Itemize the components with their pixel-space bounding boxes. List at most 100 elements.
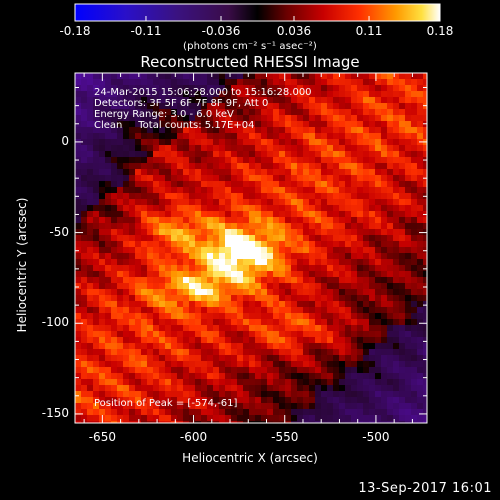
heatmap-cell <box>417 127 424 134</box>
heatmap-cell <box>207 163 214 170</box>
heatmap-cell <box>213 91 220 98</box>
heatmap-cell <box>255 397 262 404</box>
heatmap-cell <box>177 367 184 374</box>
heatmap-cell <box>327 265 334 272</box>
heatmap-cell <box>135 121 142 128</box>
heatmap-cell <box>75 187 82 194</box>
heatmap-cell <box>243 151 250 158</box>
heatmap-cell <box>261 301 268 308</box>
heatmap-cell <box>279 235 286 242</box>
heatmap-cell <box>255 211 262 218</box>
heatmap-cell <box>177 415 184 422</box>
heatmap-cell <box>381 265 388 272</box>
heatmap-cell <box>111 343 118 350</box>
x-tick-label: -600 <box>179 430 208 444</box>
heatmap-cell <box>357 307 364 314</box>
heatmap-cell <box>381 391 388 398</box>
heatmap-cell <box>225 403 232 410</box>
heatmap-cell <box>321 253 328 260</box>
heatmap-cell <box>111 247 118 254</box>
heatmap-cell <box>297 205 304 212</box>
heatmap-cell <box>273 151 280 158</box>
heatmap-cell <box>363 391 370 398</box>
heatmap-cell <box>399 391 406 398</box>
heatmap-cell <box>123 367 130 374</box>
heatmap-cell <box>345 289 352 296</box>
heatmap-cell <box>231 283 238 290</box>
heatmap-cell <box>117 289 124 296</box>
heatmap-cell <box>237 103 244 110</box>
heatmap-cell <box>279 187 286 194</box>
heatmap-cell <box>105 139 112 146</box>
heatmap-cell <box>75 271 82 278</box>
heatmap-cell <box>411 325 418 332</box>
heatmap-cell <box>393 205 400 212</box>
heatmap-cell <box>207 379 214 386</box>
heatmap-cell <box>357 409 364 416</box>
heatmap-cell <box>261 379 268 386</box>
heatmap-cell <box>165 127 172 134</box>
heatmap-cell <box>357 121 364 128</box>
heatmap-cell <box>261 355 268 362</box>
heatmap-cell <box>273 415 280 422</box>
heatmap-cell <box>219 373 226 380</box>
heatmap-cell <box>393 151 400 158</box>
heatmap-cell <box>303 175 310 182</box>
heatmap-cell <box>165 325 172 332</box>
heatmap-cell <box>93 271 100 278</box>
heatmap-cell <box>261 361 268 368</box>
heatmap-cell <box>219 199 226 206</box>
heatmap-cell <box>93 331 100 338</box>
heatmap-cell <box>183 343 190 350</box>
heatmap-cell <box>369 175 376 182</box>
heatmap-cell <box>309 319 316 326</box>
heatmap-cell <box>123 169 130 176</box>
heatmap-cell <box>159 139 166 146</box>
heatmap-cell <box>111 349 118 356</box>
heatmap-cell <box>309 199 316 206</box>
heatmap-cell <box>225 169 232 176</box>
heatmap-cell <box>423 331 427 338</box>
heatmap-cell <box>405 373 412 380</box>
heatmap-cell <box>189 247 196 254</box>
heatmap-cell <box>411 229 418 236</box>
heatmap-cell <box>345 229 352 236</box>
heatmap-cell <box>231 217 238 224</box>
heatmap-cell <box>399 217 406 224</box>
heatmap-cell <box>207 421 214 423</box>
heatmap-cell <box>123 103 130 110</box>
heatmap-cell <box>309 103 316 110</box>
heatmap-cell <box>183 145 190 152</box>
heatmap-cell <box>201 139 208 146</box>
heatmap-cell <box>279 97 286 104</box>
heatmap-cell <box>123 79 130 86</box>
heatmap-cell <box>369 133 376 140</box>
heatmap-cell <box>117 391 124 398</box>
heatmap-cell <box>381 307 388 314</box>
heatmap-cell <box>159 127 166 134</box>
heatmap-cell <box>177 193 184 200</box>
heatmap-cell <box>225 409 232 416</box>
heatmap-cell <box>309 133 316 140</box>
heatmap-cell <box>105 409 112 416</box>
heatmap-cell <box>393 421 400 423</box>
heatmap-cell <box>105 79 112 86</box>
heatmap-cell <box>225 271 232 278</box>
heatmap-cell <box>321 103 328 110</box>
heatmap-cell <box>183 229 190 236</box>
heatmap-cell <box>231 385 238 392</box>
heatmap-cell <box>141 307 148 314</box>
heatmap-cell <box>93 205 100 212</box>
heatmap-cell <box>195 217 202 224</box>
heatmap-cell <box>297 91 304 98</box>
heatmap-cell <box>369 217 376 224</box>
heatmap-cell <box>357 229 364 236</box>
heatmap-cell <box>345 151 352 158</box>
heatmap-cell <box>87 115 94 122</box>
heatmap-cell <box>99 409 106 416</box>
heatmap-cell <box>81 247 88 254</box>
heatmap-cell <box>243 301 250 308</box>
heatmap-cell <box>411 109 418 116</box>
heatmap-cell <box>357 211 364 218</box>
heatmap-cell <box>393 337 400 344</box>
